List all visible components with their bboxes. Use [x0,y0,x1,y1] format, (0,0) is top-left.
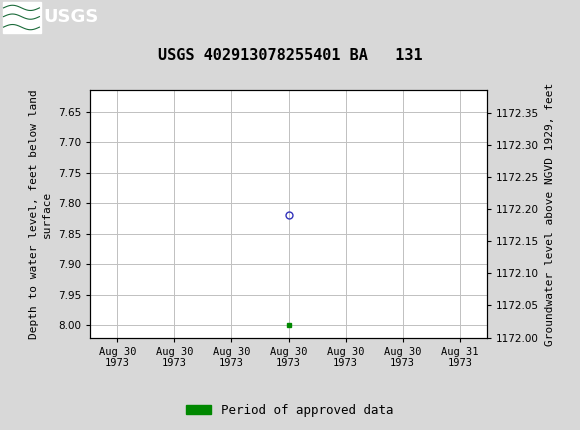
Y-axis label: Groundwater level above NGVD 1929, feet: Groundwater level above NGVD 1929, feet [545,82,555,346]
Text: USGS 402913078255401 BA   131: USGS 402913078255401 BA 131 [158,48,422,63]
Y-axis label: Depth to water level, feet below land
surface: Depth to water level, feet below land su… [29,89,52,339]
Legend: Period of approved data: Period of approved data [181,399,399,421]
Text: USGS: USGS [44,9,99,27]
Bar [3,2,41,33]
